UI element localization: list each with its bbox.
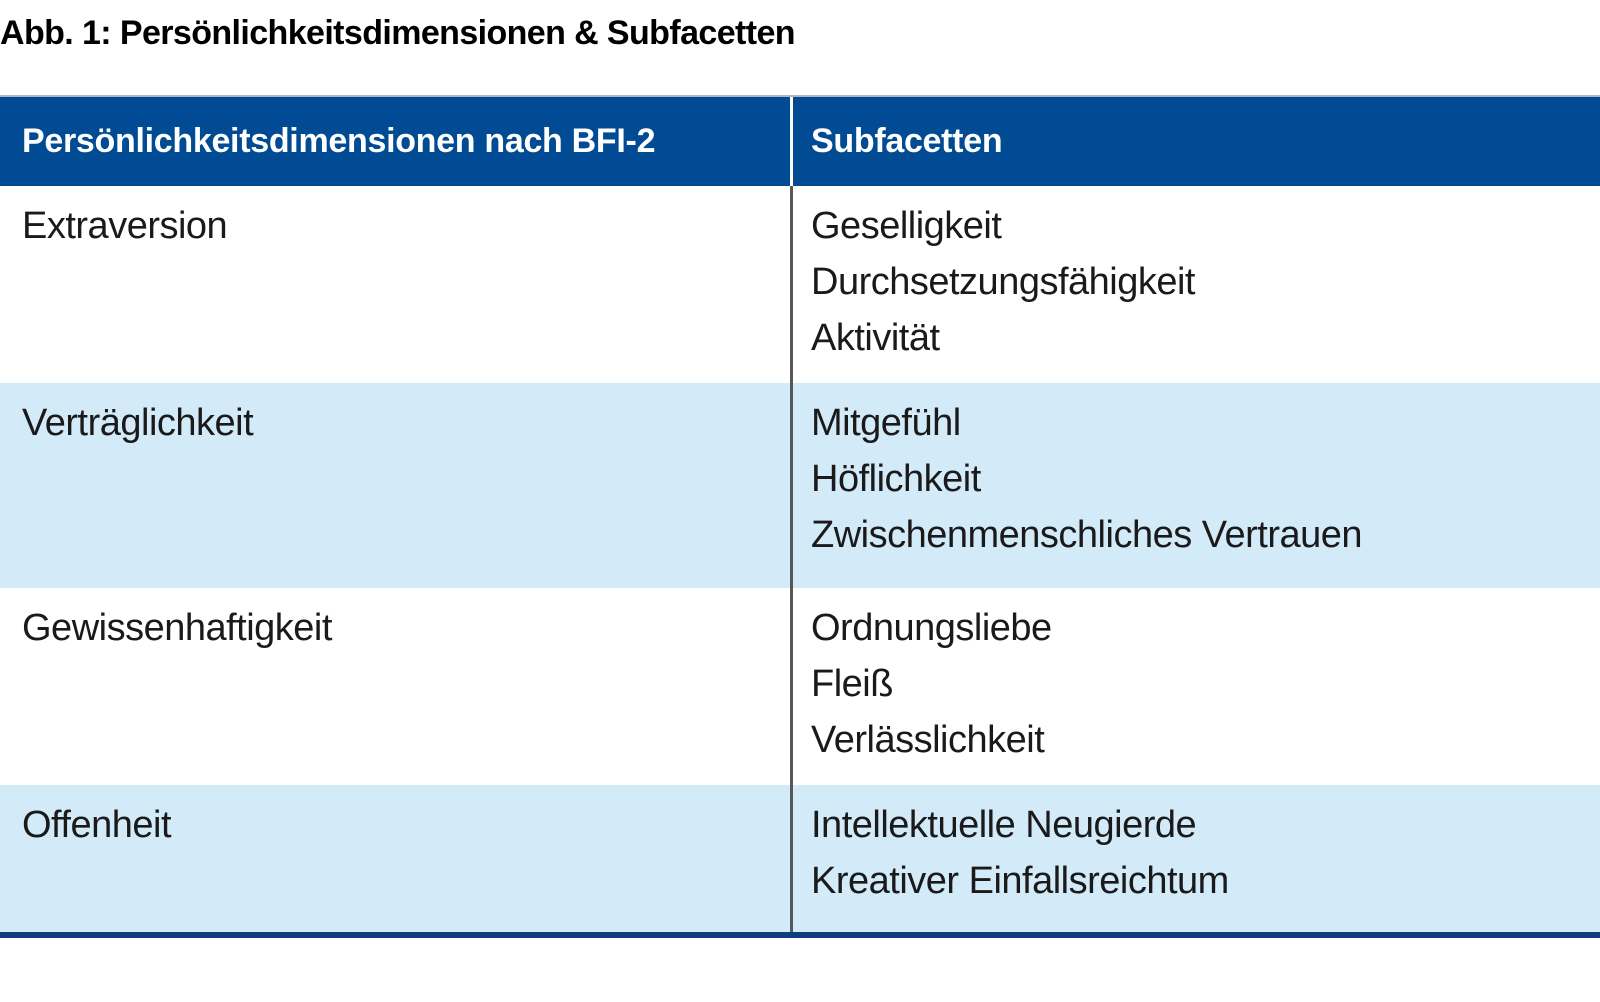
table-header-row: Persönlichkeitsdimensionen nach BFI-2 Su… — [0, 97, 1600, 186]
subfacet-item: Mitgefühl — [811, 402, 961, 444]
subfacet-item: Ordnungsliebe — [811, 607, 1052, 649]
column-header-dimensions: Persönlichkeitsdimensionen nach BFI-2 — [22, 122, 656, 160]
dimension-label: Gewissenhaftigkeit — [22, 607, 332, 649]
subfacet-cell: Ordnungsliebe Fleiß Verlässlichkeit — [790, 588, 1600, 785]
dimension-label: Extraversion — [22, 205, 228, 247]
subfacet-item: Durchsetzungsfähigkeit — [811, 261, 1196, 303]
table-row-extraversion: Extraversion Geselligkeit Durchsetzungsf… — [0, 186, 1600, 383]
subfacet-item: Aktivität — [811, 317, 940, 359]
figure-title: Abb. 1: Persönlichkeitsdimensionen & Sub… — [0, 14, 796, 52]
subfacet-item: Verlässlichkeit — [811, 719, 1045, 761]
subfacet-cell: Intellektuelle Neugierde Kreativer Einfa… — [790, 785, 1600, 932]
personality-dimensions-table: Persönlichkeitsdimensionen nach BFI-2 Su… — [0, 95, 1600, 938]
table-row-vertraeglichkeit: Verträglichkeit Mitgefühl Höflichkeit Zw… — [0, 383, 1600, 588]
dimension-label: Verträglichkeit — [22, 402, 254, 444]
subfacet-item: Zwischenmenschliches Vertrauen — [811, 514, 1363, 556]
subfacet-cell: Mitgefühl Höflichkeit Zwischenmenschlich… — [790, 383, 1600, 588]
subfacet-item: Höflichkeit — [811, 458, 981, 500]
column-header-subfacets: Subfacetten — [790, 97, 1600, 186]
table-row-gewissenhaftigkeit: Gewissenhaftigkeit Ordnungsliebe Fleiß V… — [0, 588, 1600, 785]
subfacet-item: Kreativer Einfallsreichtum — [811, 860, 1229, 902]
subfacet-cell: Geselligkeit Durchsetzungsfähigkeit Akti… — [790, 186, 1600, 383]
subfacet-item: Intellektuelle Neugierde — [811, 804, 1197, 846]
dimension-label: Offenheit — [22, 804, 172, 846]
subfacet-item: Geselligkeit — [811, 205, 1002, 247]
subfacet-item: Fleiß — [811, 663, 893, 705]
table-row-offenheit: Offenheit Intellektuelle Neugierde Kreat… — [0, 785, 1600, 932]
